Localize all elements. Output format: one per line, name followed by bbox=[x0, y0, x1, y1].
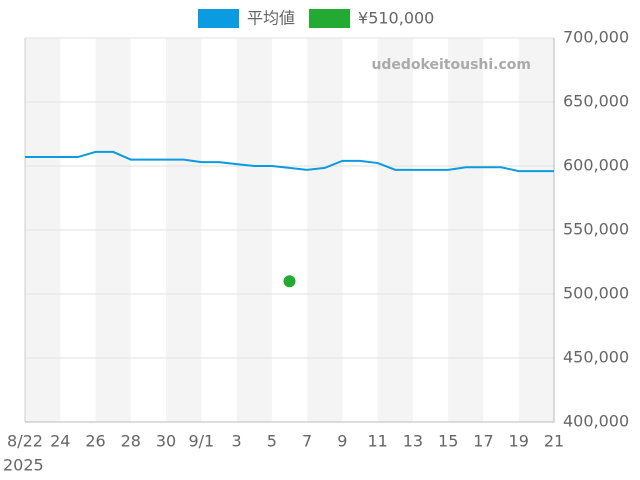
x-tick-label: 5 bbox=[267, 432, 277, 451]
x-tick-label: 7 bbox=[302, 432, 312, 451]
legend-swatch bbox=[198, 9, 239, 28]
line bbox=[25, 150, 554, 173]
y-tick-label: 550,000 bbox=[563, 220, 629, 239]
legend-swatch bbox=[309, 9, 351, 28]
x-tick-label: 8/22 bbox=[7, 432, 43, 451]
x-tick-label: 9 bbox=[337, 432, 347, 451]
y-tick-label: 450,000 bbox=[563, 348, 629, 367]
y-tick-label: 400,000 bbox=[563, 412, 629, 431]
x-tick-label: 21 bbox=[544, 432, 564, 451]
x-sublabel: 2025 bbox=[3, 456, 44, 475]
x-tick-label: 3 bbox=[232, 432, 242, 451]
x-tick-label: 11 bbox=[367, 432, 387, 451]
legend-label: 平均値 bbox=[247, 9, 295, 28]
watermark: udedokeitoushi.com bbox=[371, 57, 531, 73]
x-tick-label: 15 bbox=[438, 432, 458, 451]
x-tick-label: 28 bbox=[121, 432, 141, 451]
y-tick-label: 650,000 bbox=[563, 92, 629, 111]
y-tick-label: 600,000 bbox=[563, 156, 629, 175]
y-tick-label: 500,000 bbox=[563, 284, 629, 303]
x-tick-label: 30 bbox=[156, 432, 176, 451]
x-tick-label: 19 bbox=[509, 432, 529, 451]
x-tick-label: 9/1 bbox=[188, 432, 214, 451]
y-tick-label: 700,000 bbox=[563, 28, 629, 47]
x-tick-label: 17 bbox=[473, 432, 493, 451]
legend-label: ¥510,000 bbox=[358, 9, 434, 28]
x-tick-label: 24 bbox=[50, 432, 70, 451]
x-tick-label: 26 bbox=[85, 432, 105, 451]
x-tick-label: 13 bbox=[403, 432, 423, 451]
point bbox=[283, 275, 296, 288]
